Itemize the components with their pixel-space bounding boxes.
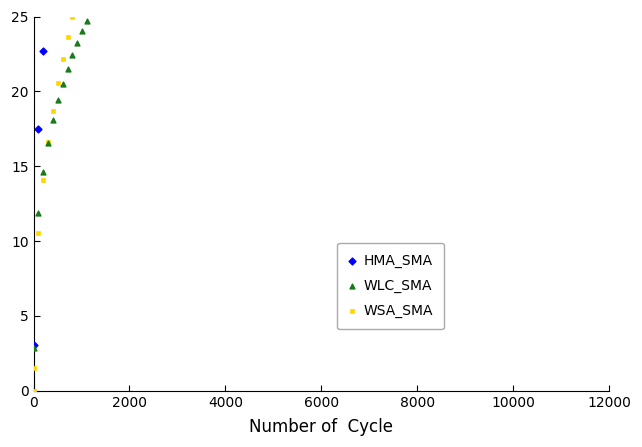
WSA_SMA bbox=[72, 0, 82, 2]
WLC_SMA bbox=[28, 345, 39, 352]
WSA_SMA bbox=[67, 14, 78, 21]
WSA_SMA bbox=[28, 364, 39, 371]
WLC_SMA bbox=[77, 28, 87, 35]
WLC_SMA bbox=[38, 168, 48, 175]
WSA_SMA bbox=[38, 177, 48, 184]
WSA_SMA bbox=[62, 34, 73, 41]
WLC_SMA bbox=[72, 39, 82, 46]
X-axis label: Number of  Cycle: Number of Cycle bbox=[249, 418, 394, 436]
WLC_SMA bbox=[58, 80, 68, 87]
HMA_SMA bbox=[28, 342, 39, 349]
WSA_SMA bbox=[48, 107, 58, 114]
WSA_SMA bbox=[28, 387, 39, 394]
Legend: HMA_SMA, WLC_SMA, WSA_SMA: HMA_SMA, WLC_SMA, WSA_SMA bbox=[337, 243, 444, 329]
WLC_SMA bbox=[91, 0, 101, 5]
HMA_SMA bbox=[38, 47, 48, 54]
WLC_SMA bbox=[67, 52, 78, 59]
WLC_SMA bbox=[33, 210, 44, 217]
WLC_SMA bbox=[53, 97, 63, 104]
WLC_SMA bbox=[62, 65, 73, 72]
WLC_SMA bbox=[87, 7, 97, 14]
WSA_SMA bbox=[33, 229, 44, 236]
WSA_SMA bbox=[53, 80, 63, 87]
WSA_SMA bbox=[58, 56, 68, 63]
WSA_SMA bbox=[43, 139, 53, 146]
HMA_SMA bbox=[33, 125, 44, 132]
WLC_SMA bbox=[43, 139, 53, 146]
WLC_SMA bbox=[48, 116, 58, 123]
WLC_SMA bbox=[82, 17, 92, 25]
